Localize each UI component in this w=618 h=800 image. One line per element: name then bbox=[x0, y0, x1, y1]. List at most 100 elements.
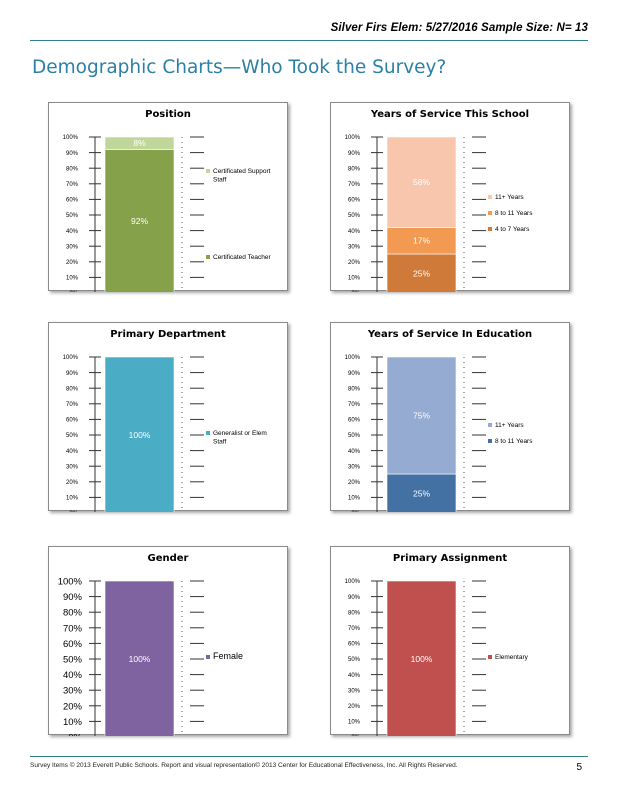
y-tick-label: 90% bbox=[63, 592, 83, 603]
chart-svg: 0% 10% 20% 30% 40% 50% 60% 70% 80% 90% 100% 25% 17% 5… bbox=[345, 135, 533, 292]
footer-copyright: Survey Items © 2013 Everett Public Schoo… bbox=[30, 762, 458, 769]
y-tick-label: 10% bbox=[348, 720, 361, 726]
chart-title: Position bbox=[145, 109, 191, 120]
data-label: 100% bbox=[411, 654, 433, 664]
chart-svg: 0% 10% 20% 30% 40% 50% 60% 70% 80% 90% 100% 25% 75% 1… bbox=[345, 355, 533, 512]
chart-legend: Generalist or Elem Staff bbox=[206, 430, 267, 446]
y-tick-label: 40% bbox=[348, 449, 361, 455]
y-tick-label: 90% bbox=[66, 371, 79, 377]
y-tick-label: 40% bbox=[63, 670, 83, 681]
chart-svg: 0% 10% 20% 30% 40% 50% 60% 70% 80% 90% 100% 100% Ele… bbox=[345, 579, 529, 736]
data-label: 25% bbox=[413, 269, 430, 279]
legend-label: 8 to 11 Years bbox=[495, 438, 533, 445]
legend-label: Staff bbox=[213, 177, 226, 184]
data-label: 75% bbox=[413, 411, 430, 421]
legend-label: Elementary bbox=[495, 654, 529, 661]
chart-plot: 0% 10% 20% 30% 40% 50% 60% 70% 80% 90% 100% 100% bbox=[63, 355, 204, 512]
y-tick-label: 20% bbox=[348, 260, 361, 266]
legend-swatch bbox=[206, 655, 210, 659]
y-tick-label: 60% bbox=[66, 198, 79, 204]
y-tick-label: 30% bbox=[348, 688, 361, 694]
chart-panel-position: Position 0% 10% 20% 30% 40% 50% 60% 70% 80% 90% 10… bbox=[48, 102, 288, 292]
chart-title: Years of Service This School bbox=[370, 109, 530, 120]
y-tick-label: 40% bbox=[348, 229, 361, 235]
chart-svg: 0% 10% 20% 30% 40% 50% 60% 70% 80% 90% 100% 100% Gen… bbox=[63, 355, 267, 512]
y-tick-label: 100% bbox=[345, 135, 361, 141]
y-tick-label: 30% bbox=[66, 464, 79, 470]
chart-plot: 0% 10% 20% 30% 40% 50% 60% 70% 80% 90% 100% 100% bbox=[345, 579, 486, 736]
chart-legend: Elementary bbox=[488, 654, 529, 661]
y-tick-label: 60% bbox=[63, 639, 83, 650]
y-tick-label: 50% bbox=[63, 655, 83, 666]
y-tick-label: 70% bbox=[66, 182, 79, 188]
y-tick-label: 40% bbox=[348, 673, 361, 679]
legend-label: 11+ Years bbox=[495, 422, 524, 429]
y-tick-label: 0% bbox=[351, 735, 360, 736]
y-tick-label: 0% bbox=[69, 291, 78, 292]
legend-label: Female bbox=[213, 651, 243, 661]
y-tick-label: 30% bbox=[348, 464, 361, 470]
y-tick-label: 60% bbox=[66, 418, 79, 424]
y-tick-label: 100% bbox=[63, 355, 79, 361]
legend-swatch bbox=[206, 255, 210, 259]
y-tick-label: 70% bbox=[63, 623, 83, 634]
y-tick-label: 70% bbox=[348, 626, 361, 632]
y-tick-label: 40% bbox=[66, 229, 79, 235]
legend-swatch bbox=[488, 423, 492, 427]
y-tick-label: 10% bbox=[348, 496, 361, 502]
legend-label: 4 to 7 Years bbox=[495, 226, 530, 233]
page-header: Silver Firs Elem: 5/27/2016 Sample Size:… bbox=[30, 22, 588, 41]
bar-segment-certificated-teacher bbox=[104, 149, 175, 292]
chart-panel-years-service-school: Years of Service This School 0% 10% 20% 30%… bbox=[330, 102, 570, 292]
chart-legend: Female bbox=[206, 651, 243, 661]
legend-swatch bbox=[206, 431, 210, 435]
legend-label: Staff bbox=[213, 439, 226, 446]
y-tick-label: 100% bbox=[345, 355, 361, 361]
chart-legend: Certificated Support Staff Certificated Te… bbox=[206, 168, 272, 261]
y-tick-label: 20% bbox=[66, 480, 79, 486]
chart-title: Gender bbox=[147, 553, 189, 564]
legend-swatch bbox=[488, 211, 492, 215]
y-tick-label: 70% bbox=[66, 402, 79, 408]
chart-title: Years of Service In Education bbox=[367, 329, 533, 340]
data-label: 100% bbox=[129, 654, 151, 664]
legend-label: 8 to 11 Years bbox=[495, 210, 533, 217]
chart-panel-gender: Gender 0% 10% 20% 30% 40% 50% 60% 70% 80% 90% 100%… bbox=[48, 546, 288, 736]
y-tick-label: 20% bbox=[63, 701, 83, 712]
legend-swatch bbox=[488, 439, 492, 443]
y-tick-label: 80% bbox=[66, 386, 79, 392]
y-tick-label: 90% bbox=[348, 371, 361, 377]
y-tick-label: 70% bbox=[348, 182, 361, 188]
page-number: 5 bbox=[576, 762, 582, 773]
y-tick-label: 60% bbox=[348, 642, 361, 648]
y-tick-label: 20% bbox=[66, 260, 79, 266]
chart-svg: 0% 10% 20% 30% 40% 50% 60% 70% 80% 90% 100% 92% 8% Ce… bbox=[63, 135, 272, 292]
page-title: Demographic Charts—Who Took the Survey? bbox=[32, 57, 447, 78]
y-tick-label: 60% bbox=[348, 198, 361, 204]
y-tick-label: 50% bbox=[348, 657, 361, 663]
chart-plot: 0% 10% 20% 30% 40% 50% 60% 70% 80% 90% 100% 25% 75% bbox=[345, 355, 486, 512]
y-tick-label: 10% bbox=[348, 276, 361, 282]
chart-panel-years-service-education: Years of Service In Education 0% 10% 20% 30… bbox=[330, 322, 570, 512]
page-footer: Survey Items © 2013 Everett Public Schoo… bbox=[30, 756, 588, 773]
y-tick-label: 90% bbox=[348, 151, 361, 157]
chart-svg: 0% 10% 20% 30% 40% 50% 60% 70% 80% 90% 100% 100% Fem… bbox=[58, 577, 243, 736]
bar-segment-certificated-support-staff bbox=[104, 136, 175, 150]
y-tick-label: 80% bbox=[348, 610, 361, 616]
data-label: 8% bbox=[133, 138, 146, 148]
y-tick-label: 10% bbox=[63, 717, 83, 728]
data-label: 25% bbox=[413, 489, 430, 499]
y-tick-label: 80% bbox=[348, 386, 361, 392]
y-tick-label: 40% bbox=[66, 449, 79, 455]
data-label: 100% bbox=[129, 430, 151, 440]
data-label: 17% bbox=[413, 236, 430, 246]
chart-panel-primary-assignment: Primary Assignment 0% 10% 20% 30% 40% 50% 60% 7… bbox=[330, 546, 570, 736]
chart-plot: 0% 10% 20% 30% 40% 50% 60% 70% 80% 90% 100% 25% 17% 5… bbox=[345, 135, 486, 292]
legend-label: Certificated Teacher bbox=[213, 254, 272, 261]
y-tick-label: 60% bbox=[348, 418, 361, 424]
data-label: 92% bbox=[131, 216, 148, 226]
y-tick-label: 50% bbox=[66, 433, 79, 439]
bar-segment-8-to-11-years bbox=[386, 473, 457, 512]
y-tick-label: 100% bbox=[58, 577, 83, 588]
y-tick-label: 30% bbox=[348, 244, 361, 250]
